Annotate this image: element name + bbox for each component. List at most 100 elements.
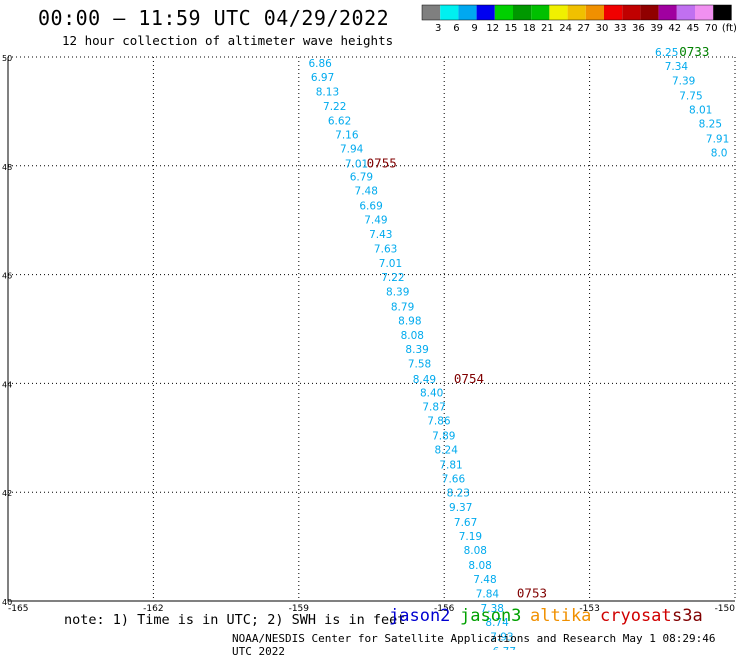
colorbar-swatch [622,5,641,20]
colorbar-label: 33 [614,23,627,34]
colorbar-label: (ft) [722,23,737,34]
wave-height-point: 9.37 [449,502,472,514]
colorbar-swatch [494,5,513,20]
wave-height-point: 7.34 [665,61,689,73]
colorbar-label: 21 [541,23,554,34]
wave-height-point: 8.08 [464,545,487,557]
wave-height-point: 8.08 [401,330,424,342]
wave-height-point: 8.13 [316,87,339,99]
colorbar-legend: 3 6 9 12 15 18 21 24 27 30 33 36 39 42 45 70 (ft) [421,4,737,34]
wave-height-point: 7.94 [340,144,364,156]
colorbar-swatch [676,5,695,20]
wave-height-point: 8.40 [420,387,443,399]
colorbar-swatch [440,5,459,20]
colorbar-label: 45 [687,23,700,34]
footnote: note: 1) Time is in UTC; 2) SWH is in fe… [64,612,406,628]
pass-time-label: 0755 [367,155,397,170]
x-tick-label: -162 [143,604,163,614]
colorbar-swatch [695,5,714,20]
wave-height-point: 6.69 [359,200,382,212]
y-tick-label: 46 [2,272,12,281]
colorbar-label: 3 [435,23,441,34]
wave-height-point: 8.74 [485,617,509,629]
wave-height-point: 8.25 [699,119,722,131]
wave-height-point: 7.48 [473,574,496,586]
wave-height-point: 8.01 [689,105,712,117]
wave-height-point: 8.24 [435,445,459,457]
wave-height-point: 7.22 [381,272,404,284]
colorbar-label: 42 [668,23,681,34]
colorbar-swatch [567,5,586,20]
legend-satellite-0: jason2 [389,606,451,626]
wave-height-point: 8.23 [447,488,470,500]
colorbar-swatch [458,5,477,20]
colorbar-swatch [658,5,677,20]
wave-height-point: 7.67 [454,517,477,529]
colorbar-label: 70 [705,23,718,34]
wave-height-point: 6.79 [350,171,373,183]
wave-height-point: 8.0 [711,148,728,160]
wave-height-point: 7.39 [672,76,695,88]
colorbar-label: 12 [486,23,499,34]
wave-height-point: 7.01 [379,258,402,270]
colorbar-swatch [604,5,623,20]
wave-height-point: 7.43 [369,229,392,241]
colorbar-label: 39 [650,23,663,34]
wave-height-point: 7.38 [481,603,504,615]
y-tick-label: 40 [2,598,12,607]
colorbar-swatch [513,5,532,20]
colorbar-label: 18 [523,23,536,34]
colorbar-label: 24 [559,23,572,34]
legend-satellite-2: altika [530,606,592,626]
wave-height-point: 6.25 [655,47,678,59]
wave-height-point: 7.75 [679,90,702,102]
wave-height-point: 8.98 [398,316,421,328]
colorbar-label: 27 [577,23,590,34]
colorbar-label: 36 [632,23,645,34]
wave-height-point: 6.77 [493,646,516,650]
wave-height-point: 6.86 [308,58,332,70]
y-tick-label: 48 [2,163,12,172]
wave-height-point: 7.87 [422,402,445,414]
wave-height-point: 8.08 [468,560,491,572]
legend-satellite-4: s3a [672,606,703,626]
wave-height-point: 6.97 [311,72,334,84]
colorbar-label: 9 [471,23,477,34]
wave-height-point: 7.66 [442,473,466,485]
y-tick-label: 42 [2,489,12,498]
x-tick-label: -150 [715,604,736,614]
y-tick-label: 50 [2,54,12,63]
legend-satellite-1: jason3 [460,606,522,626]
wave-height-point: 7.81 [439,459,462,471]
colorbar-swatch [585,5,604,20]
colorbar-swatch [422,5,441,20]
wave-height-point: 6.62 [328,115,351,127]
wave-height-point: 7.89 [432,430,455,442]
colorbar-swatch [531,5,550,20]
wave-height-point: 8.79 [391,302,414,314]
x-tick-label: -159 [289,604,310,614]
x-tick-label: -153 [579,604,599,614]
wave-height-point: 7.93 [490,632,513,644]
page-subtitle: 12 hour collection of altimeter wave hei… [62,33,394,48]
y-tick-label: 44 [2,380,12,389]
colorbar-label: 15 [505,23,518,34]
wave-height-point: 7.01 [345,158,368,170]
colorbar-label: 6 [453,23,459,34]
wave-height-point: 7.16 [335,130,359,142]
legend-satellite-3: cryosat [600,606,672,626]
x-tick-label: -156 [434,604,455,614]
wave-height-point: 8.39 [405,344,428,356]
wave-height-point: 7.84 [476,589,500,601]
wave-height-point: 7.63 [374,243,397,255]
colorbar-swatch [549,5,568,20]
credit-line: NOAA/NESDIS Center for Satellite Applica… [232,632,716,658]
wave-height-point: 7.22 [323,101,346,113]
page-title: 00:00 – 11:59 UTC 04/29/2022 [38,6,390,30]
pass-time-label: 0733 [679,44,709,59]
colorbar-swatch [476,5,495,20]
colorbar-swatch [640,5,659,20]
pass-time-label: 0754 [454,371,484,386]
wave-height-point: 8.49 [413,374,436,386]
pass-time-label: 0753 [517,586,547,601]
